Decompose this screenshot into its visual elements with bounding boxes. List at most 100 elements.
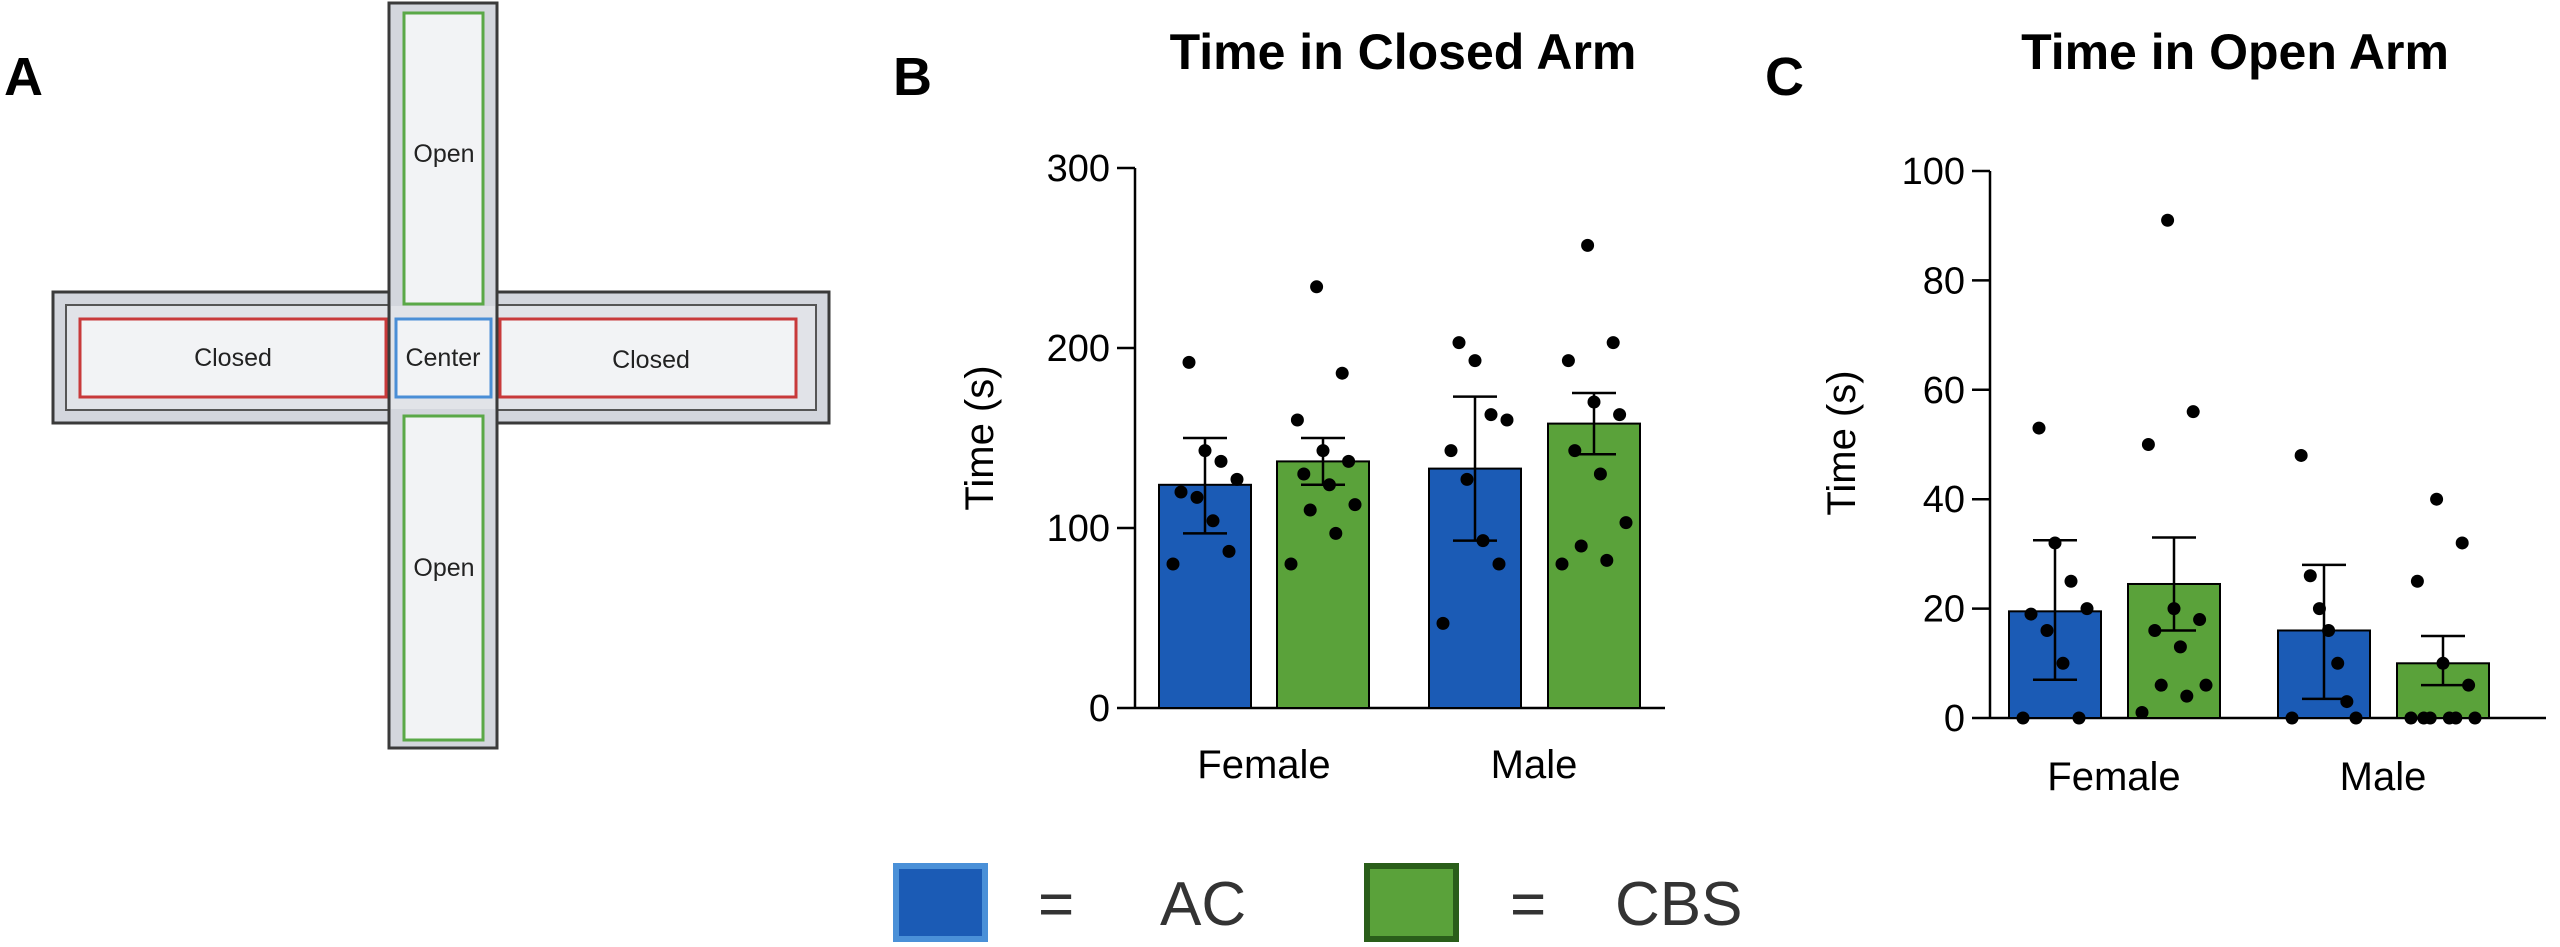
closed-data-point xyxy=(1587,395,1601,409)
chart-closed-arm: Time in Closed Arm Time (s) 0 100 200 300 Fema… xyxy=(958,24,1665,787)
open-data-point xyxy=(2340,695,2354,709)
open-y-tick-label: 80 xyxy=(1923,260,1965,302)
open-data-point xyxy=(2303,569,2317,583)
closed-data-point xyxy=(1568,444,1582,458)
open-data-point xyxy=(2016,711,2030,725)
closed-y-tick-label: 300 xyxy=(1047,148,1110,190)
closed-data-point xyxy=(1561,354,1575,368)
closed-data-point xyxy=(1492,557,1506,571)
open-data-point xyxy=(2072,711,2086,725)
closed-data-point xyxy=(1206,514,1220,528)
panel-letter-c: C xyxy=(1765,47,1804,107)
closed-data-point xyxy=(1555,557,1569,571)
open-data-point xyxy=(2430,492,2444,506)
open-data-point xyxy=(2468,711,2482,725)
open-data-point xyxy=(2404,711,2418,725)
closed-data-point xyxy=(1593,467,1607,481)
open-y-tick-label: 40 xyxy=(1923,479,1965,521)
closed-data-point xyxy=(1484,408,1498,422)
closed-data-point xyxy=(1613,408,1627,422)
open-chart-title: Time in Open Arm xyxy=(2021,24,2449,80)
closed-data-point xyxy=(1606,336,1620,350)
closed-data-point xyxy=(1329,526,1343,540)
open-data-point xyxy=(2455,536,2469,550)
chart-open-arm: Time in Open Arm Time (s) 0 20 40 60 80 100 Fema… xyxy=(1820,24,2546,799)
closed-data-point xyxy=(1322,478,1336,492)
open-y-tick-label: 0 xyxy=(1944,698,1965,740)
open-data-point xyxy=(2322,623,2336,637)
closed-data-point xyxy=(1316,444,1330,458)
closed-arm-left xyxy=(78,317,388,399)
closed-chart-title: Time in Closed Arm xyxy=(1170,24,1637,80)
closed-y-tick-label: 0 xyxy=(1089,688,1110,730)
closed-data-point xyxy=(1444,444,1458,458)
closed-data-point xyxy=(1230,472,1244,486)
closed-data-point xyxy=(1335,366,1349,380)
open-data-point xyxy=(2135,706,2149,720)
closed-data-point xyxy=(1190,490,1204,504)
open-data-point xyxy=(2436,656,2450,670)
closed-category-label: Male xyxy=(1491,743,1578,787)
closed-data-point xyxy=(1348,498,1362,512)
open-data-point xyxy=(2193,613,2207,627)
open-arm-top xyxy=(402,11,485,306)
closed-data-point xyxy=(1297,467,1311,481)
closed-data-point xyxy=(1476,534,1490,548)
closed-data-point xyxy=(1303,503,1317,517)
open-data-point xyxy=(2410,574,2424,588)
closed-y-tick-label: 200 xyxy=(1047,328,1110,370)
open-data-point xyxy=(2180,689,2194,703)
closed-data-point xyxy=(1460,472,1474,486)
open-category-label: Male xyxy=(2340,755,2427,799)
open-data-point xyxy=(2417,711,2431,725)
open-data-point xyxy=(2173,640,2187,654)
open-data-point xyxy=(2056,656,2070,670)
open-data-point xyxy=(2141,438,2155,451)
closed-data-point xyxy=(1290,413,1304,427)
open-bottom-label: Open xyxy=(413,554,474,582)
closed-data-point xyxy=(1619,516,1633,530)
open-data-point xyxy=(2442,711,2456,725)
center-zone xyxy=(394,317,493,399)
open-y-axis-label: Time (s) xyxy=(1820,370,1864,515)
open-data-point xyxy=(2349,711,2363,725)
legend-swatch-ac xyxy=(893,863,988,942)
closed-data-point xyxy=(1500,413,1514,427)
closed-data-point xyxy=(1436,616,1450,630)
closed-data-point xyxy=(1574,539,1588,553)
legend-equals-cbs: = xyxy=(1510,870,1546,939)
closed-category-label: Female xyxy=(1197,743,1330,787)
open-data-point xyxy=(2167,602,2181,616)
open-data-point xyxy=(2161,213,2175,227)
closed-y-tick-label: 100 xyxy=(1047,508,1110,550)
closed-left-label: Closed xyxy=(194,344,272,372)
closed-data-point xyxy=(1581,238,1595,252)
open-data-point xyxy=(2294,448,2308,462)
open-data-point xyxy=(2080,602,2094,616)
closed-data-point xyxy=(1452,336,1466,350)
closed-data-point xyxy=(1222,544,1236,558)
closed-data-point xyxy=(1198,444,1212,458)
closed-right-label: Closed xyxy=(612,346,690,374)
legend-label-ac: AC xyxy=(1160,870,1246,939)
open-y-tick-label: 20 xyxy=(1923,589,1965,631)
open-top-label: Open xyxy=(413,140,474,168)
plus-maze-diagram: Open Open Closed Closed Center xyxy=(51,1,831,750)
closed-y-axis-label: Time (s) xyxy=(958,365,1002,510)
closed-data-point xyxy=(1284,557,1298,571)
open-data-point xyxy=(2064,574,2078,588)
closed-data-point xyxy=(1600,553,1614,567)
open-data-point xyxy=(2462,678,2476,692)
open-data-point xyxy=(2154,678,2168,692)
open-category-label: Female xyxy=(2047,755,2180,799)
open-data-point xyxy=(2048,536,2062,550)
legend-label-cbs: CBS xyxy=(1615,870,1742,939)
closed-data-point xyxy=(1310,280,1324,294)
open-data-point xyxy=(2285,711,2299,725)
legend-equals-ac: = xyxy=(1038,870,1074,939)
open-data-point xyxy=(2148,623,2162,637)
open-data-point xyxy=(2032,421,2046,435)
closed-data-point xyxy=(1214,454,1228,468)
closed-arm-right xyxy=(498,317,798,399)
